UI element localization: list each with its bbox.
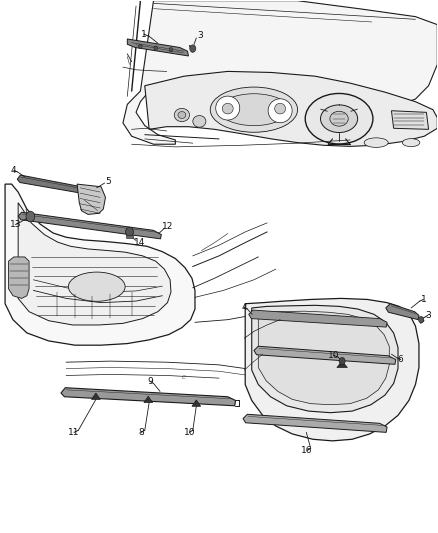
Polygon shape <box>337 361 347 368</box>
Polygon shape <box>144 396 152 402</box>
Ellipse shape <box>275 103 286 114</box>
Polygon shape <box>392 111 428 130</box>
Circle shape <box>339 358 345 365</box>
Circle shape <box>419 317 424 323</box>
Text: 11: 11 <box>68 428 80 437</box>
Text: 3: 3 <box>197 31 203 41</box>
Text: 12: 12 <box>162 222 173 231</box>
Text: C: C <box>182 375 186 379</box>
Ellipse shape <box>178 111 186 118</box>
Ellipse shape <box>219 94 289 126</box>
Text: 6: 6 <box>398 355 403 364</box>
Text: 1: 1 <box>141 30 147 39</box>
Polygon shape <box>249 310 387 327</box>
Text: 4: 4 <box>11 166 17 175</box>
Circle shape <box>139 44 142 49</box>
Ellipse shape <box>305 93 373 144</box>
Circle shape <box>190 45 196 52</box>
Polygon shape <box>252 305 398 413</box>
Text: 10: 10 <box>184 428 195 437</box>
Text: 13: 13 <box>10 220 21 229</box>
Polygon shape <box>145 71 437 147</box>
Ellipse shape <box>364 138 388 148</box>
Text: 4: 4 <box>241 303 247 312</box>
Text: 14: 14 <box>134 238 145 247</box>
Text: 8: 8 <box>138 428 144 437</box>
Polygon shape <box>127 39 188 56</box>
Polygon shape <box>92 393 100 399</box>
Polygon shape <box>243 414 387 432</box>
Text: 16: 16 <box>301 446 313 455</box>
Polygon shape <box>189 45 195 52</box>
Polygon shape <box>127 235 133 238</box>
Ellipse shape <box>321 105 357 133</box>
Circle shape <box>169 47 173 52</box>
Polygon shape <box>77 184 106 214</box>
Polygon shape <box>419 318 424 324</box>
Polygon shape <box>18 212 161 239</box>
Text: 5: 5 <box>105 177 111 186</box>
Circle shape <box>26 211 35 222</box>
Polygon shape <box>258 311 389 405</box>
Circle shape <box>126 227 134 237</box>
Ellipse shape <box>403 139 420 147</box>
Ellipse shape <box>68 272 125 301</box>
Ellipse shape <box>210 87 297 132</box>
Circle shape <box>154 46 157 50</box>
Polygon shape <box>192 400 201 406</box>
Ellipse shape <box>216 96 240 120</box>
Polygon shape <box>18 203 171 325</box>
Polygon shape <box>5 184 195 345</box>
Ellipse shape <box>193 116 206 127</box>
Ellipse shape <box>330 111 348 126</box>
Text: 10: 10 <box>328 351 339 360</box>
Polygon shape <box>17 175 88 194</box>
Polygon shape <box>123 1 437 144</box>
Polygon shape <box>61 387 236 406</box>
Polygon shape <box>386 304 419 320</box>
Ellipse shape <box>174 108 190 122</box>
Text: 1: 1 <box>420 295 426 304</box>
Polygon shape <box>9 257 29 298</box>
Polygon shape <box>245 298 419 441</box>
Text: 9: 9 <box>147 377 153 386</box>
Ellipse shape <box>222 103 233 114</box>
Text: 3: 3 <box>425 311 431 320</box>
Ellipse shape <box>268 99 292 123</box>
Polygon shape <box>254 346 396 365</box>
